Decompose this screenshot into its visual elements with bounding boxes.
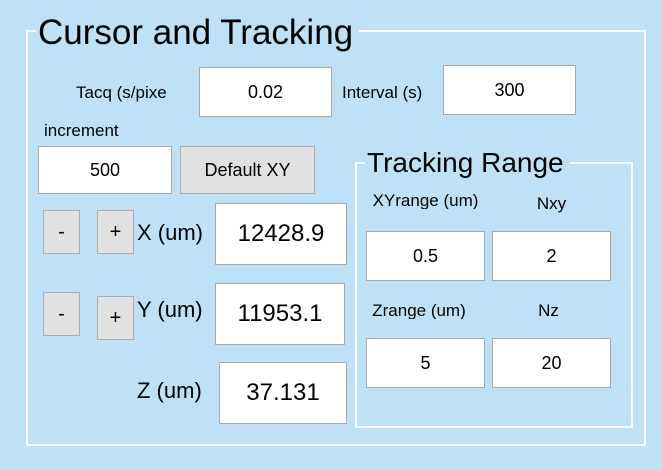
default-xy-button[interactable]: Default XY (180, 146, 315, 194)
y-label: Y (um) (137, 297, 203, 322)
y-decrement-button[interactable]: - (43, 292, 80, 336)
x-label: X (um) (137, 220, 203, 245)
z-label: Z (um) (137, 378, 202, 403)
nz-label: Nz (538, 301, 559, 320)
tracking-range-title: Tracking Range (365, 146, 570, 180)
tacq-label: Tacq (s/pixe (76, 83, 167, 102)
x-increment-button[interactable]: + (97, 210, 134, 254)
zrange-label: Zrange (um) (372, 301, 466, 319)
increment-label: increment (44, 121, 119, 140)
nz-input[interactable] (492, 338, 611, 388)
xyrange-input[interactable] (366, 231, 485, 281)
xyrange-label: XYrange (um) (372, 191, 479, 209)
z-position-input[interactable] (219, 362, 347, 424)
x-position-input[interactable] (215, 203, 347, 265)
zrange-input[interactable] (366, 338, 485, 388)
x-decrement-button[interactable]: - (43, 210, 80, 254)
y-position-input[interactable] (215, 283, 345, 345)
tacq-input[interactable] (199, 67, 332, 117)
panel-title: Cursor and Tracking (36, 12, 360, 54)
interval-input[interactable] (443, 65, 576, 115)
y-increment-button[interactable]: + (97, 296, 134, 340)
interval-label: Interval (s) (342, 83, 423, 102)
increment-input[interactable] (38, 146, 172, 194)
nxy-input[interactable] (492, 231, 611, 281)
nxy-label: Nxy (536, 194, 567, 213)
